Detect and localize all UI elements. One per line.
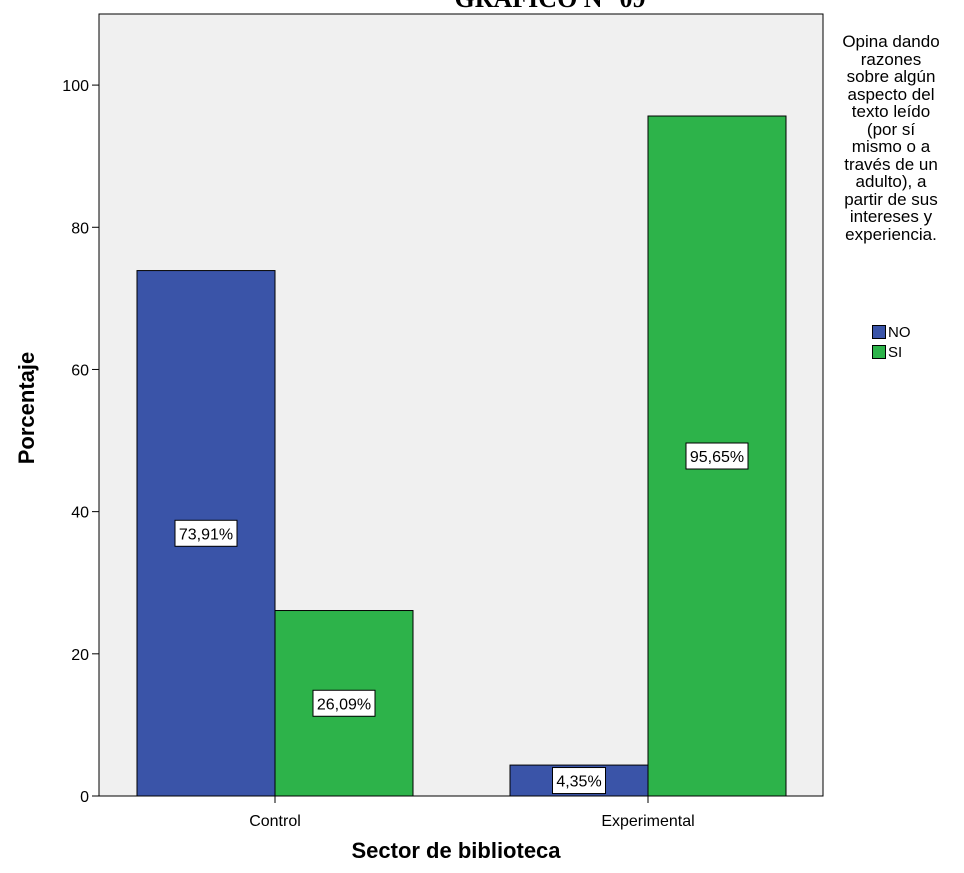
legend-title-line: intereses y [849,207,933,226]
data-label: 95,65% [690,449,744,466]
x-tick-label: Control [249,813,301,830]
legend-item-si: SI [872,342,911,362]
data-label-box [174,519,238,547]
legend-title-line: Opina dando [842,32,940,51]
x-axis-label: Sector de biblioteca [351,838,561,863]
legend-swatch [872,345,886,359]
data-label: 73,91% [179,526,233,543]
data-label-box [552,767,606,795]
chart-title: GRÁFICO N° 09 [380,0,720,14]
legend-title-line: texto leído [851,102,931,121]
legend-title-line: sobre algún [846,67,936,86]
legend-label: NO [888,323,911,341]
legend-title: Opina dando razones sobre algún aspecto del… [816,33,964,243]
y-tick-label: 40 [71,505,89,522]
legend-title-line: aspecto del [847,84,935,104]
data-label: 26,09% [317,696,371,713]
y-tick-label: 60 [71,362,89,379]
legend-title-line: partir de sus [844,189,938,209]
legend-title-line: través de un [844,154,938,174]
data-label-box [312,689,376,717]
legend-title-line: mismo o a [851,137,931,156]
y-axis-label: Porcentaje [14,352,39,465]
legend-label: SI [888,343,903,361]
y-tick-label: 80 [71,220,89,237]
y-tick-label: 20 [71,647,89,664]
legend-swatch [872,325,886,339]
legend: NO SI [872,322,911,362]
y-tick-label: 100 [62,78,89,95]
legend-item-no: NO [872,322,911,342]
legend-title-line: experiencia. [845,224,937,244]
y-tick-label: 0 [80,789,89,806]
legend-title-line: (por sí [866,119,916,139]
x-tick-label: Experimental [601,813,694,830]
bar-no-control [136,270,276,797]
data-label-box [685,442,749,470]
legend-title-line: adulto), a [855,172,927,191]
data-label: 4,35% [556,774,601,791]
legend-title-line: razones [860,49,922,69]
